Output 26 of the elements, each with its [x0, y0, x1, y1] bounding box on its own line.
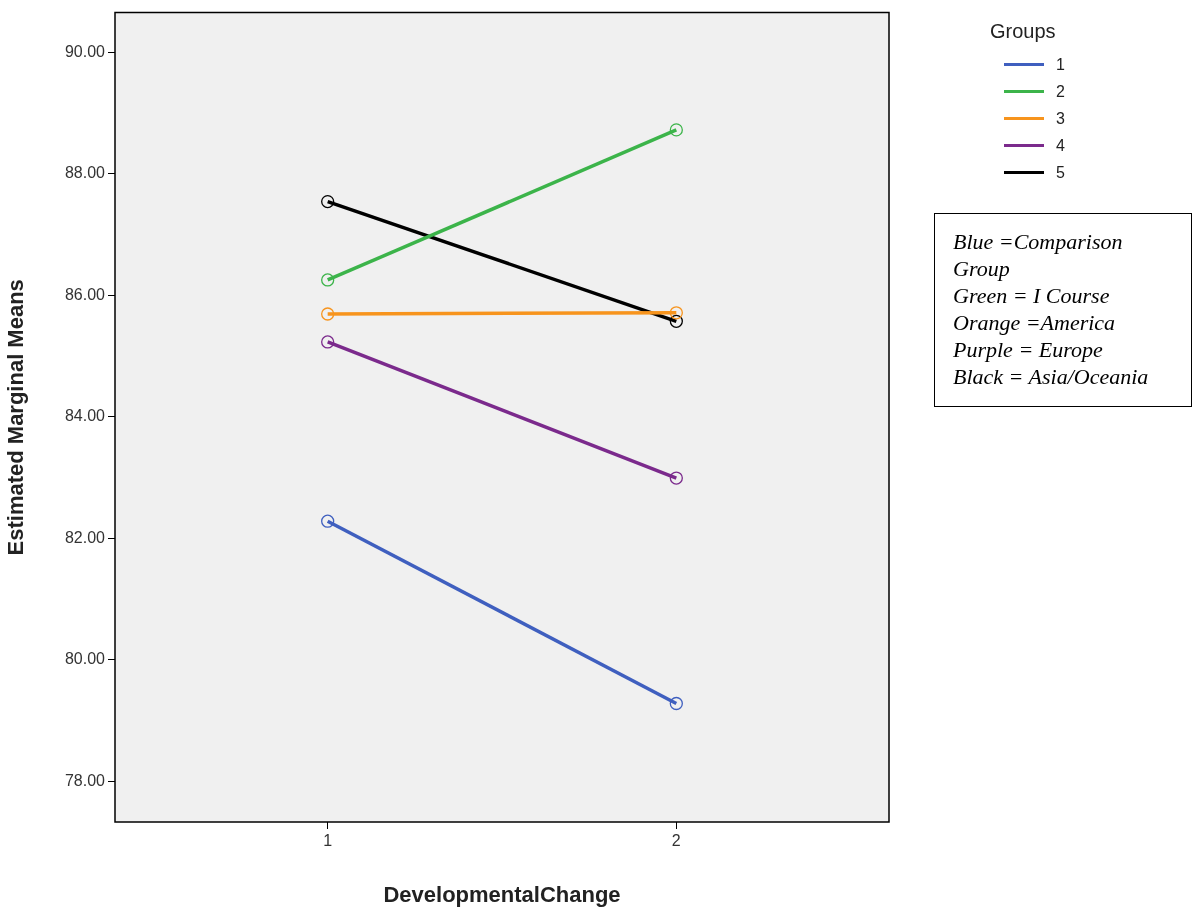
legend-label: 4 [1056, 136, 1065, 155]
point [321, 335, 335, 349]
legend-label: 1 [1056, 55, 1065, 74]
point [321, 307, 335, 321]
point [321, 514, 335, 528]
y-axis-title: Estimated Marginal Means [3, 279, 29, 556]
legend-title: Groups [990, 20, 1057, 43]
y-tick-label: 80.00 [64, 650, 106, 668]
x-axis-title: DevelopmentalChange [383, 881, 621, 907]
text: Blue =Comparison Group Green = I Course Orange =America Purple = Europe Black = Asia/Oceania [934, 213, 1192, 407]
y-tick-label: 88.00 [64, 164, 106, 182]
point [669, 471, 683, 485]
point [669, 123, 683, 137]
point [321, 273, 335, 287]
y-tick-label: 86.00 [64, 285, 106, 303]
legend-label: 2 [1056, 82, 1065, 101]
y-tick-label: 90.00 [64, 42, 106, 60]
legend-label: 5 [1056, 163, 1065, 182]
point [669, 314, 683, 328]
y-tick-label: 84.00 [64, 407, 106, 425]
y-tick-label: 78.00 [64, 771, 106, 789]
point [669, 306, 683, 320]
legend-label: 3 [1056, 109, 1065, 128]
point [669, 696, 683, 711]
point [321, 194, 335, 209]
y-tick-label: 82.00 [64, 528, 106, 546]
